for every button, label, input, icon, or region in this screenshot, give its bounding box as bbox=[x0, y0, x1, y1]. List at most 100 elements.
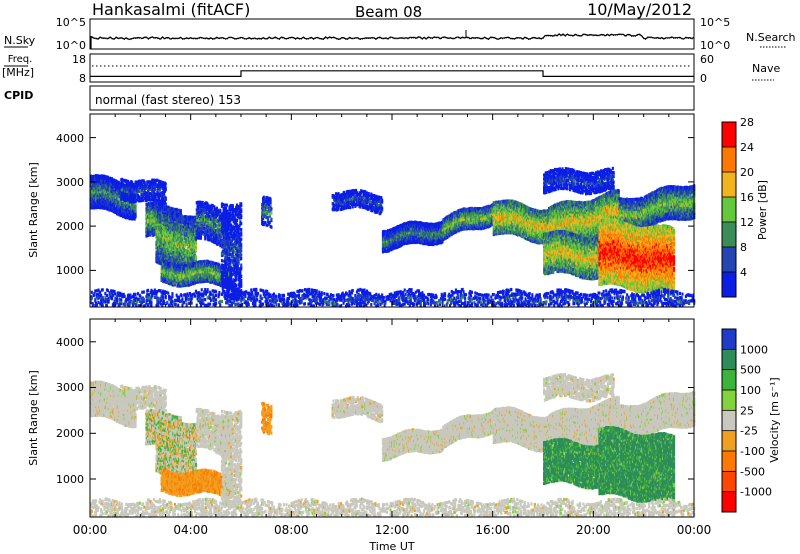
range-gate-cell bbox=[152, 186, 155, 190]
range-gate-cell bbox=[149, 198, 152, 202]
range-gate-cell bbox=[162, 183, 165, 187]
range-gate-cell bbox=[176, 214, 179, 219]
range-gate-cell bbox=[151, 207, 154, 211]
range-gate-cell bbox=[134, 194, 137, 198]
freq-left-bottom-tick: 8 bbox=[79, 72, 86, 85]
range-gate-cell bbox=[270, 217, 273, 221]
range-gate-cell bbox=[127, 184, 130, 188]
range-gate-cell bbox=[121, 188, 124, 192]
range-gate-cell bbox=[100, 178, 103, 182]
range-gate-cell bbox=[160, 243, 163, 247]
range-gate-cell bbox=[240, 208, 243, 212]
range-gate-cell bbox=[147, 212, 150, 216]
range-gate-cell bbox=[240, 231, 243, 235]
range-gate-cell bbox=[129, 193, 132, 197]
range-gate-cell bbox=[93, 174, 96, 178]
range-gate-cell bbox=[163, 248, 166, 252]
range-gate-cell bbox=[148, 188, 151, 192]
range-gate-cell bbox=[142, 194, 145, 198]
range-gate-cell bbox=[145, 221, 148, 226]
range-gate-cell bbox=[136, 198, 139, 202]
range-gate-cell bbox=[125, 191, 128, 195]
range-gate-cell bbox=[109, 186, 112, 190]
noise-search-trace bbox=[90, 33, 695, 41]
range-gate-cell bbox=[182, 256, 185, 260]
range-gate-cell bbox=[113, 188, 116, 192]
range-gate-cell bbox=[149, 183, 152, 188]
range-gate-cell bbox=[108, 202, 111, 206]
range-gate-cell bbox=[176, 250, 179, 254]
range-gate-cell bbox=[172, 217, 175, 221]
range-gate-cell bbox=[97, 184, 100, 188]
range-gate-cell bbox=[163, 185, 166, 189]
range-gate-cell bbox=[173, 233, 176, 237]
range-gate-cell bbox=[178, 235, 181, 239]
range-gate-cell bbox=[269, 197, 272, 201]
noise-left-bottom-tick: 10^0 bbox=[56, 39, 86, 52]
noise-sky-label: N.Sky bbox=[4, 34, 36, 47]
range-gate-cell bbox=[163, 216, 166, 221]
range-gate-cell bbox=[139, 199, 142, 203]
range-gate-cell bbox=[157, 197, 160, 201]
range-gate-cell bbox=[156, 205, 159, 209]
range-gate-cell bbox=[178, 230, 181, 234]
range-gate-cell bbox=[139, 189, 142, 193]
range-gate-cell bbox=[184, 261, 187, 265]
range-gate-cell bbox=[158, 187, 161, 191]
range-gate-cell bbox=[126, 195, 129, 200]
range-gate-cell bbox=[270, 211, 273, 215]
range-gate-cell bbox=[137, 183, 140, 187]
range-gate-cell bbox=[240, 274, 243, 278]
range-gate-cell bbox=[150, 211, 153, 215]
range-gate-cell bbox=[270, 225, 273, 229]
range-gate-cell bbox=[152, 211, 155, 216]
range-gate-cell bbox=[142, 179, 145, 183]
range-gate-cell bbox=[140, 181, 143, 185]
range-gate-cell bbox=[143, 188, 146, 192]
range-gate-cell bbox=[159, 194, 162, 198]
range-gate-cell bbox=[240, 221, 243, 226]
range-gate-cell bbox=[182, 254, 185, 258]
noise-right-bottom-tick: 10^0 bbox=[700, 39, 730, 52]
range-gate-cell bbox=[120, 193, 123, 197]
range-gate-cell bbox=[173, 219, 176, 223]
range-gate-cell bbox=[131, 180, 134, 185]
range-gate-cell bbox=[157, 202, 160, 206]
range-gate-cell bbox=[154, 194, 157, 199]
range-gate-cell bbox=[131, 188, 134, 192]
range-gate-cell bbox=[163, 209, 166, 213]
range-gate-cell bbox=[147, 198, 150, 202]
range-gate-cell bbox=[95, 196, 98, 200]
range-gate-cell bbox=[178, 251, 181, 256]
range-gate-cell bbox=[152, 192, 155, 196]
range-gate-cell bbox=[240, 214, 243, 218]
range-gate-cell bbox=[121, 212, 124, 216]
range-gate-cell bbox=[125, 185, 128, 189]
noise-search-label: N.Search bbox=[746, 31, 796, 44]
range-gate-cell bbox=[178, 218, 181, 222]
noise-panel-frame bbox=[89, 18, 695, 50]
range-gate-cell bbox=[174, 241, 177, 245]
range-gate-cell bbox=[240, 228, 243, 232]
range-gate-cell bbox=[158, 224, 161, 228]
range-gate-cell bbox=[182, 215, 185, 219]
range-gate-cell bbox=[154, 196, 157, 200]
range-gate-cell bbox=[158, 222, 161, 226]
range-gate-cell bbox=[166, 221, 169, 225]
range-gate-cell bbox=[134, 186, 137, 190]
range-gate-cell bbox=[156, 225, 159, 229]
range-gate-cell bbox=[160, 215, 163, 219]
range-gate-cell bbox=[114, 207, 117, 211]
range-gate-cell bbox=[148, 216, 151, 220]
range-gate-cell bbox=[142, 198, 145, 202]
range-gate-cell bbox=[94, 188, 97, 192]
range-gate-cell bbox=[124, 199, 127, 203]
range-gate-cell bbox=[154, 180, 157, 184]
range-gate-cell bbox=[134, 209, 137, 213]
range-gate-cell bbox=[155, 242, 158, 246]
range-gate-cell bbox=[134, 203, 137, 207]
range-gate-cell bbox=[112, 202, 115, 206]
range-gate-cell bbox=[163, 236, 166, 240]
range-gate-cell bbox=[236, 218, 239, 223]
